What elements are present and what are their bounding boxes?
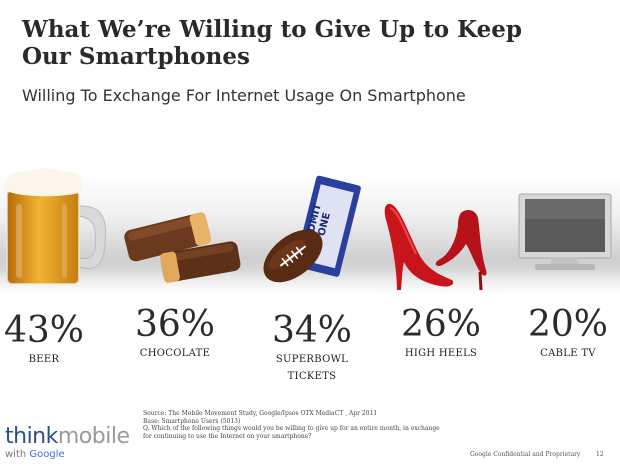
chocolate-bar-icon — [124, 212, 241, 283]
flat-tv-icon — [518, 193, 612, 270]
category-label-cable-tv: CABLE TV — [540, 348, 596, 359]
percent-label-superbowl-tickets: 34% — [271, 310, 352, 351]
percent-label-chocolate: 36% — [134, 304, 215, 345]
category-label-high-heels: HIGH HEELS — [404, 348, 478, 359]
logo-google: Google — [29, 449, 65, 460]
base-line: Base: Smartphone Users (5013) — [143, 417, 241, 425]
stat-cable-tv: 20% CABLE TV — [520, 305, 616, 362]
category-label-chocolate: CHOCOLATE — [139, 348, 211, 359]
page-number: 12 — [596, 451, 604, 458]
source-line: Source: The Mobile Movement Study, Googl… — [143, 410, 378, 417]
percent-label-high-heels: 26% — [400, 304, 481, 345]
footer-confidential: Google Confidential and Proprietary — [470, 451, 581, 458]
source-note: Source: The Mobile Movement Study, Googl… — [143, 410, 443, 440]
question-line: Q. Which of the following things would y… — [143, 425, 440, 432]
logo-with: with — [5, 449, 27, 460]
stat-beer: 43% BEER — [0, 311, 88, 368]
slide-title: What We’re Willing to Give Up to Keep Ou… — [22, 16, 522, 70]
beer-mug-icon — [4, 168, 107, 285]
question-line-2: for continuing to use the Internet on yo… — [143, 432, 312, 440]
high-heels-icon — [384, 203, 487, 291]
stat-superbowl-tickets: 34% SUPERBOWL TICKETS — [262, 311, 362, 385]
stat-high-heels: 26% HIGH HEELS — [392, 305, 490, 362]
football-ticket-icon: ADMIT ONE — [263, 175, 361, 283]
thinkmobile-logo: thinkmobile with Google — [5, 425, 130, 461]
percent-label-cable-tv: 20% — [527, 304, 608, 345]
logo-think: think — [5, 424, 58, 449]
slide-subtitle: Willing To Exchange For Internet Usage O… — [22, 86, 466, 105]
category-label-superbowl: SUPERBOWL — [275, 354, 349, 365]
category-label-tickets: TICKETS — [287, 371, 337, 382]
category-label-beer: BEER — [28, 354, 60, 365]
logo-mobile: mobile — [57, 424, 130, 449]
percent-label-beer: 43% — [3, 310, 84, 351]
stat-chocolate: 36% CHOCOLATE — [126, 305, 224, 362]
